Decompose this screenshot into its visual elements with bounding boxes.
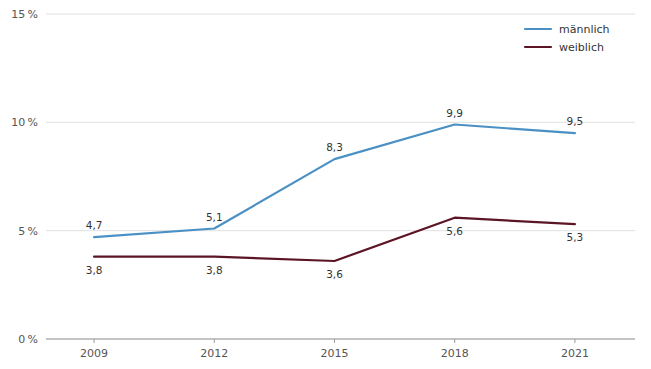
- axes: 0 % 5 % 10 % 15 % 2009 2012 2015 2018 2021: [11, 8, 635, 360]
- data-label: 5,1: [206, 211, 223, 223]
- x-tick: [94, 339, 95, 343]
- y-tick-label: 10 %: [11, 116, 38, 129]
- data-label: 5,3: [567, 231, 584, 243]
- y-tick-label: 15 %: [11, 8, 38, 21]
- data-label: 9,5: [567, 115, 584, 127]
- series-line: [94, 218, 575, 261]
- chart-container: 0 % 5 % 10 % 15 % 2009 2012 2015 2018 2021 4,7 5,1…: [0, 0, 651, 369]
- data-label: 5,6: [446, 225, 463, 237]
- x-tick-label: 2009: [80, 347, 108, 360]
- x-tick: [214, 339, 215, 343]
- x-axis-line: [46, 339, 635, 340]
- y-tick-label: 0 %: [18, 333, 38, 346]
- y-tick-label: 5 %: [18, 225, 38, 238]
- data-labels: 4,7 5,1 8,3 9,9 9,5 3,8 3,8 3,6 5,6 5,3: [86, 107, 584, 281]
- data-label: 8,3: [326, 141, 343, 153]
- plot-area: [94, 125, 575, 262]
- grid-line: [46, 14, 635, 15]
- chart: 0 % 5 % 10 % 15 % 2009 2012 2015 2018 2021 4,7 5,1…: [0, 0, 651, 369]
- x-tick-label: 2021: [561, 347, 589, 360]
- legend: männlich weiblich: [525, 23, 610, 54]
- x-tick: [574, 339, 575, 343]
- x-tick: [454, 339, 455, 343]
- grid-line: [46, 230, 635, 231]
- data-label: 9,9: [446, 107, 463, 119]
- legend-label: männlich: [559, 23, 610, 36]
- grid-line: [46, 122, 635, 123]
- x-tick-label: 2015: [320, 347, 348, 360]
- x-tick-label: 2018: [441, 347, 469, 360]
- grid: [46, 14, 635, 339]
- legend-swatch: [525, 28, 551, 30]
- grid-line: [46, 339, 635, 340]
- data-label: 4,7: [86, 219, 103, 231]
- data-label: 3,6: [326, 268, 343, 280]
- x-tick-label: 2012: [200, 347, 228, 360]
- legend-swatch: [525, 46, 551, 48]
- legend-label: weiblich: [559, 41, 604, 54]
- data-label: 3,8: [86, 264, 103, 276]
- x-tick: [334, 339, 335, 343]
- data-label: 3,8: [206, 264, 223, 276]
